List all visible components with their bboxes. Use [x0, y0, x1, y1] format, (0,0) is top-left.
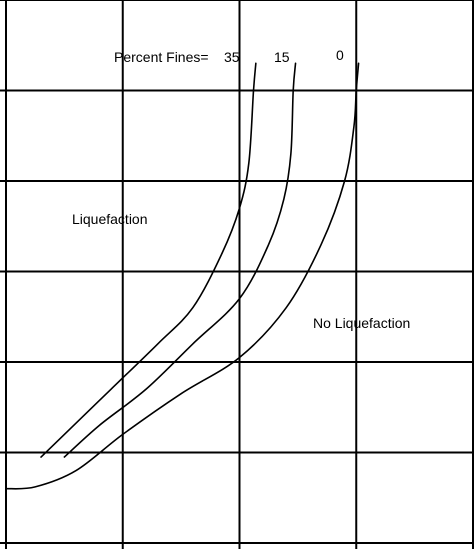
series-line-fines-35 — [40, 62, 257, 458]
region-label-no-liquefaction: No Liquefaction — [313, 315, 410, 331]
curves — [5, 62, 360, 490]
series-line-fines-15 — [63, 62, 297, 458]
series-line-fines-0 — [5, 62, 360, 490]
region-label-liquefaction: Liquefaction — [72, 211, 148, 227]
series-label-prefix: Percent Fines= — [114, 49, 209, 65]
series-label-15: 15 — [274, 49, 290, 65]
series-label-0: 0 — [336, 47, 344, 63]
series-label-35: 35 — [224, 49, 240, 65]
